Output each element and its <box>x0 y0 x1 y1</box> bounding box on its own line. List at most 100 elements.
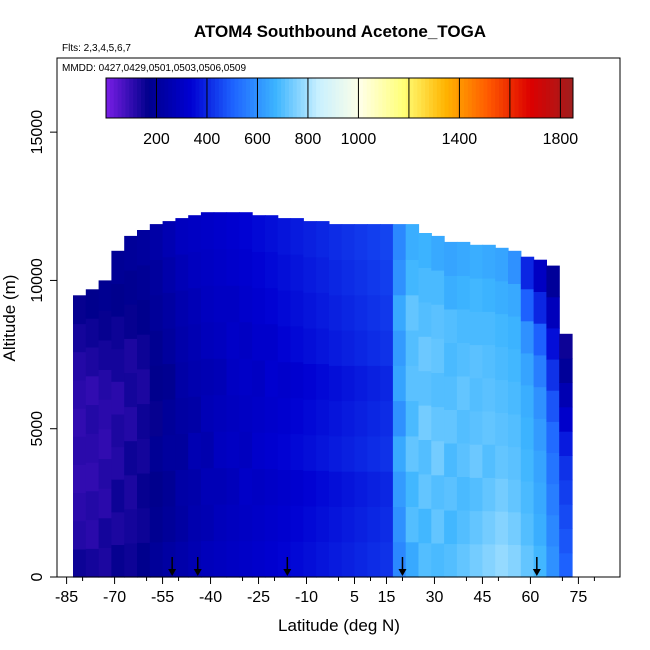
heatmap-cell-26-2 <box>405 471 420 507</box>
colorbar-label-4: 1000 <box>341 131 377 148</box>
heatmap-cell-6-3 <box>149 435 164 472</box>
colorbar-swatch-7 <box>133 78 138 118</box>
x-tick-label-4: -25 <box>247 589 270 606</box>
heatmap-cell-20-3 <box>328 435 343 472</box>
heatmap-cell-25-3 <box>392 435 407 472</box>
heatmap-cell-14-8 <box>252 251 266 289</box>
colorbar-swatch-22 <box>191 78 197 118</box>
axes: -85 -70 -55 -40 -25 -10 5 15 30 45 60 75 0 5000 10000 1… <box>29 110 595 606</box>
heatmap-cell-35-4 <box>520 416 535 450</box>
colorbar-swatch-76 <box>401 78 407 118</box>
heatmap-cell-10-1 <box>200 504 215 542</box>
colorbar-swatch-92 <box>464 78 469 118</box>
heatmap-cell-37-2 <box>546 483 560 516</box>
heatmap-cell-21-6 <box>341 330 356 366</box>
heatmap-cell-25-4 <box>392 400 407 437</box>
colorbar-swatch-86 <box>440 78 446 118</box>
heatmap-cell-14-7 <box>252 287 266 325</box>
heatmap-cell-30-9 <box>456 241 471 276</box>
heatmap-cell-15-2 <box>264 468 279 506</box>
heatmap-cell-27-8 <box>418 267 432 303</box>
heatmap-cell-22-4 <box>354 400 368 437</box>
heatmap-cell-28-4 <box>431 406 445 442</box>
heatmap-cell-18-1 <box>303 505 317 542</box>
heatmap-cell-34-2 <box>508 479 522 513</box>
heatmap-cell-26-6 <box>405 330 420 366</box>
heatmap-cell-6-4 <box>149 400 164 437</box>
colorbar-label-1: 400 <box>194 131 221 148</box>
heatmap-cell-9-3 <box>188 432 202 470</box>
heatmap-cell-32-3 <box>482 444 496 478</box>
colorbar-swatch-77 <box>405 78 411 118</box>
x-tick-label-8: 30 <box>426 589 444 606</box>
heatmap-cell-31-8 <box>469 278 484 312</box>
colorbar-swatch-52 <box>308 78 313 118</box>
heatmap-cell-14-0 <box>252 540 266 578</box>
heatmap-cell-21-7 <box>341 294 356 331</box>
colorbar-swatch-41 <box>265 78 270 118</box>
heatmap-cell-16-2 <box>277 469 292 506</box>
heatmap-cell-0-5 <box>73 408 87 437</box>
colorbar-swatch-33 <box>234 78 239 118</box>
heatmap-cell-6-5 <box>149 365 164 402</box>
colorbar-swatch-21 <box>187 78 193 118</box>
heatmap-cell-22-9 <box>354 224 368 260</box>
heatmap-cell-24-6 <box>380 330 394 366</box>
heatmap-cell-1-3 <box>85 461 100 492</box>
heatmap-cell-23-2 <box>367 471 381 507</box>
heatmap-cell-35-2 <box>520 480 535 514</box>
heatmap-cell-32-9 <box>482 244 496 279</box>
colorbar-swatch-115 <box>553 78 558 118</box>
heatmap-cell-14-4 <box>252 396 266 433</box>
heatmap-cell-36-6 <box>533 354 547 388</box>
heatmap-cell-38-8 <box>559 358 573 383</box>
heatmap-cell-18-0 <box>303 541 317 578</box>
heatmap-cell-10-6 <box>200 321 215 359</box>
heatmap-cell-25-7 <box>392 294 407 331</box>
heatmap-cell-33-7 <box>495 313 509 348</box>
colorbar-swatch-2 <box>113 78 119 118</box>
colorbar-swatch-50 <box>300 78 305 118</box>
heatmap-cell-23-5 <box>367 365 381 402</box>
heatmap-cell-19-5 <box>316 363 330 400</box>
heatmap-cell-32-4 <box>482 410 496 445</box>
heatmap-cell-0-4 <box>73 436 87 465</box>
sample-marker-head-1 <box>193 569 202 576</box>
heatmap-cell-37-9 <box>546 265 560 298</box>
heatmap-cell-33-8 <box>495 280 509 315</box>
heatmap-cell-13-2 <box>239 467 253 505</box>
heatmap-cell-35-5 <box>520 384 535 418</box>
sample-markers <box>168 557 541 576</box>
heatmap-cell-31-5 <box>469 377 484 412</box>
colorbar-swatch-90 <box>456 78 461 118</box>
heatmap-cell-5-4 <box>137 403 151 439</box>
heatmap-cell-2-9 <box>98 280 112 311</box>
colorbar-label-5: 1400 <box>442 131 478 148</box>
colorbar-swatch-100 <box>495 78 500 118</box>
y-tick-label-1: 5000 <box>29 411 46 447</box>
colorbar-swatch-81 <box>421 78 426 118</box>
colorbar-swatch-75 <box>397 78 403 118</box>
colorbar-swatch-82 <box>425 78 430 118</box>
colorbar-swatch-45 <box>281 78 286 118</box>
colorbar-swatch-28 <box>214 78 220 118</box>
heatmap-cell-21-1 <box>341 506 356 543</box>
heatmap-cell-38-2 <box>559 504 573 529</box>
colorbar-swatch-31 <box>226 78 232 118</box>
heatmap-cell-4-3 <box>124 440 138 476</box>
heatmap-cell-26-0 <box>405 541 420 578</box>
heatmap-cell-22-8 <box>354 259 368 296</box>
heatmap-cell-8-5 <box>175 361 189 399</box>
heatmap-cell-26-3 <box>405 435 420 472</box>
heatmap-cell-2-0 <box>98 547 112 578</box>
colorbar-swatch-89 <box>452 78 457 118</box>
heatmap-cell-8-4 <box>175 397 189 435</box>
heatmap-cell-5-1 <box>137 507 151 543</box>
colorbar-swatch-54 <box>316 78 321 118</box>
heatmap-cell-33-2 <box>495 478 509 512</box>
colorbar-swatch-24 <box>199 78 204 118</box>
heatmap-cell-32-2 <box>482 477 496 512</box>
heatmap-cell-34-7 <box>508 316 522 350</box>
heatmap-cell-9-5 <box>188 359 202 397</box>
